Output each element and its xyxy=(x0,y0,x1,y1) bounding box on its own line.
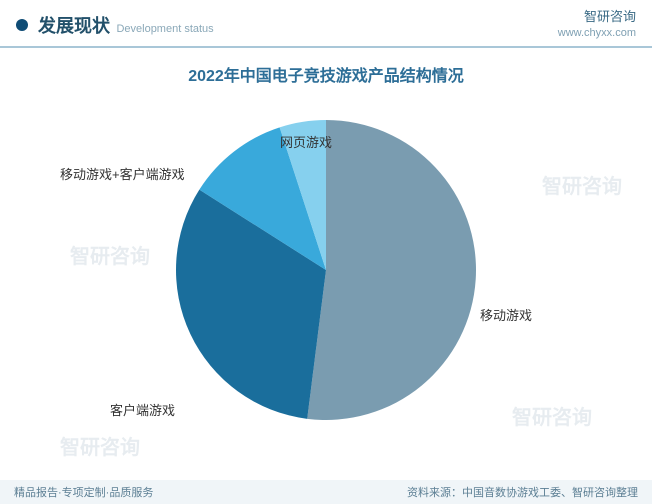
chart-title: 2022年中国电子竞技游戏产品结构情况 xyxy=(0,62,652,86)
footer-left: 精品报告·专项定制·品质服务 xyxy=(14,484,153,500)
watermark: 智研咨询 xyxy=(542,170,622,199)
pie-slice xyxy=(307,120,476,420)
header-titles: 发展现状 Development status xyxy=(38,12,214,38)
page-title-en: Development status xyxy=(116,23,213,35)
watermark: 智研咨询 xyxy=(60,431,140,460)
slice-label: 移动游戏 xyxy=(480,305,532,324)
header-right: 智研咨询 www.chyxx.com xyxy=(558,8,636,42)
slice-label: 网页游戏 xyxy=(280,132,332,151)
watermark: 智研咨询 xyxy=(512,401,592,430)
slice-label: 客户端游戏 xyxy=(110,400,175,419)
footer-source: 资料来源：中国音数协游戏工委、智研咨询整理 xyxy=(407,484,638,500)
header-left: 发展现状 Development status xyxy=(16,12,214,38)
watermark: 智研咨询 xyxy=(70,240,150,269)
footer: 精品报告·专项定制·品质服务 资料来源：中国音数协游戏工委、智研咨询整理 xyxy=(0,480,652,504)
header: 发展现状 Development status 智研咨询 www.chyxx.c… xyxy=(0,0,652,48)
brand-name: 智研咨询 xyxy=(558,8,636,26)
brand-url: www.chyxx.com xyxy=(558,26,636,41)
slice-label: 移动游戏+客户端游戏 xyxy=(60,164,185,183)
header-bullet-icon xyxy=(16,19,28,31)
page-title-cn: 发展现状 xyxy=(38,16,110,36)
pie-chart xyxy=(176,120,476,425)
chart-area: 移动游戏客户端游戏 移动游戏+客户端游戏 网页游戏 智研咨询 智研咨询 智研咨询 智… xyxy=(0,90,652,470)
